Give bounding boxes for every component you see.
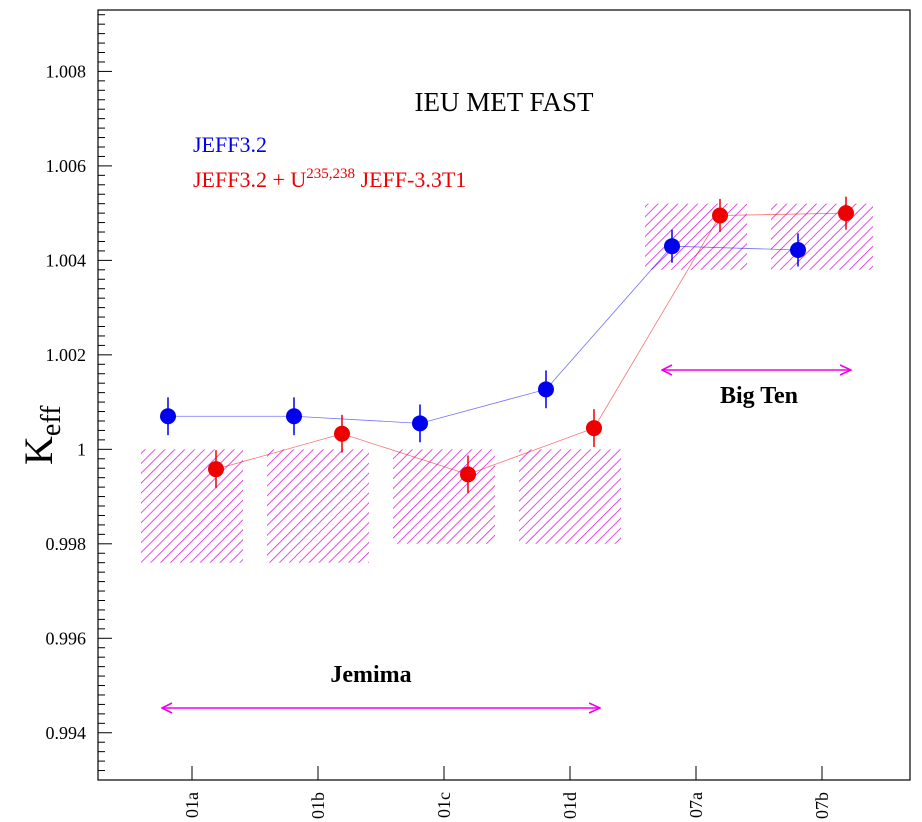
y-tick-label-1.002: 1.002 [46,345,87,365]
x-tick-label-01b: 01b [308,792,328,819]
data-point-jeff32-u-07a [712,207,728,224]
data-point-jeff32-u-07b [838,205,854,222]
series-line-jeff32-u [215,212,847,475]
uncertainty-band-01a [141,449,243,563]
data-point-jeff32-01d [538,381,554,398]
chart-title: IEU MET FAST [414,87,594,117]
legend-entry-jeff32: JEFF3.2 [193,132,267,157]
x-tick-label-01c: 01c [434,792,454,818]
data-point-jeff32-u-01d [586,420,602,437]
x-tick-label-01d: 01d [560,792,580,819]
uncertainty-band-01b [267,449,369,563]
y-tick-label-1: 1 [77,439,86,459]
y-tick-label-1.004: 1.004 [46,250,87,270]
group-label-jemima: Jemima [330,662,411,688]
uncertainty-band-07a [645,203,747,270]
data-point-jeff32-01c [412,415,428,432]
uncertainty-band-07b [771,203,873,270]
data-point-jeff32-07a [664,238,680,255]
y-tick-label-0.996: 0.996 [46,628,87,648]
x-tick-label-07a: 07a [686,792,706,818]
x-tick-label-01a: 01a [182,792,202,818]
y-tick-label-1.006: 1.006 [46,156,87,176]
y-axis-label: Keff [16,405,67,465]
series-line-jeff32 [168,245,799,424]
data-point-jeff32-u-01a [208,461,224,478]
legend-entry-jeff32-u235-238: JEFF3.2 + U235,238 JEFF-3.3T1 [193,166,466,192]
y-tick-label-0.994: 0.994 [46,723,87,743]
uncertainty-band-01d [519,449,621,544]
uncertainty-band-01c [393,449,495,544]
legend: JEFF3.2 JEFF3.2 + U235,238 JEFF-3.3T1 [193,132,466,192]
data-point-jeff32-u-01b [334,425,350,442]
x-tick-label-07b: 07b [812,792,832,819]
data-point-jeff32-07b [790,241,806,258]
data-point-jeff32-u-01c [460,466,476,483]
plot-frame [97,9,911,781]
data-point-jeff32-01a [160,408,176,425]
y-tick-label-0.998: 0.998 [46,534,87,554]
y-tick-label-1.008: 1.008 [46,61,87,81]
group-label-big-ten: Big Ten [720,383,798,409]
data-point-jeff32-01b [286,408,302,425]
